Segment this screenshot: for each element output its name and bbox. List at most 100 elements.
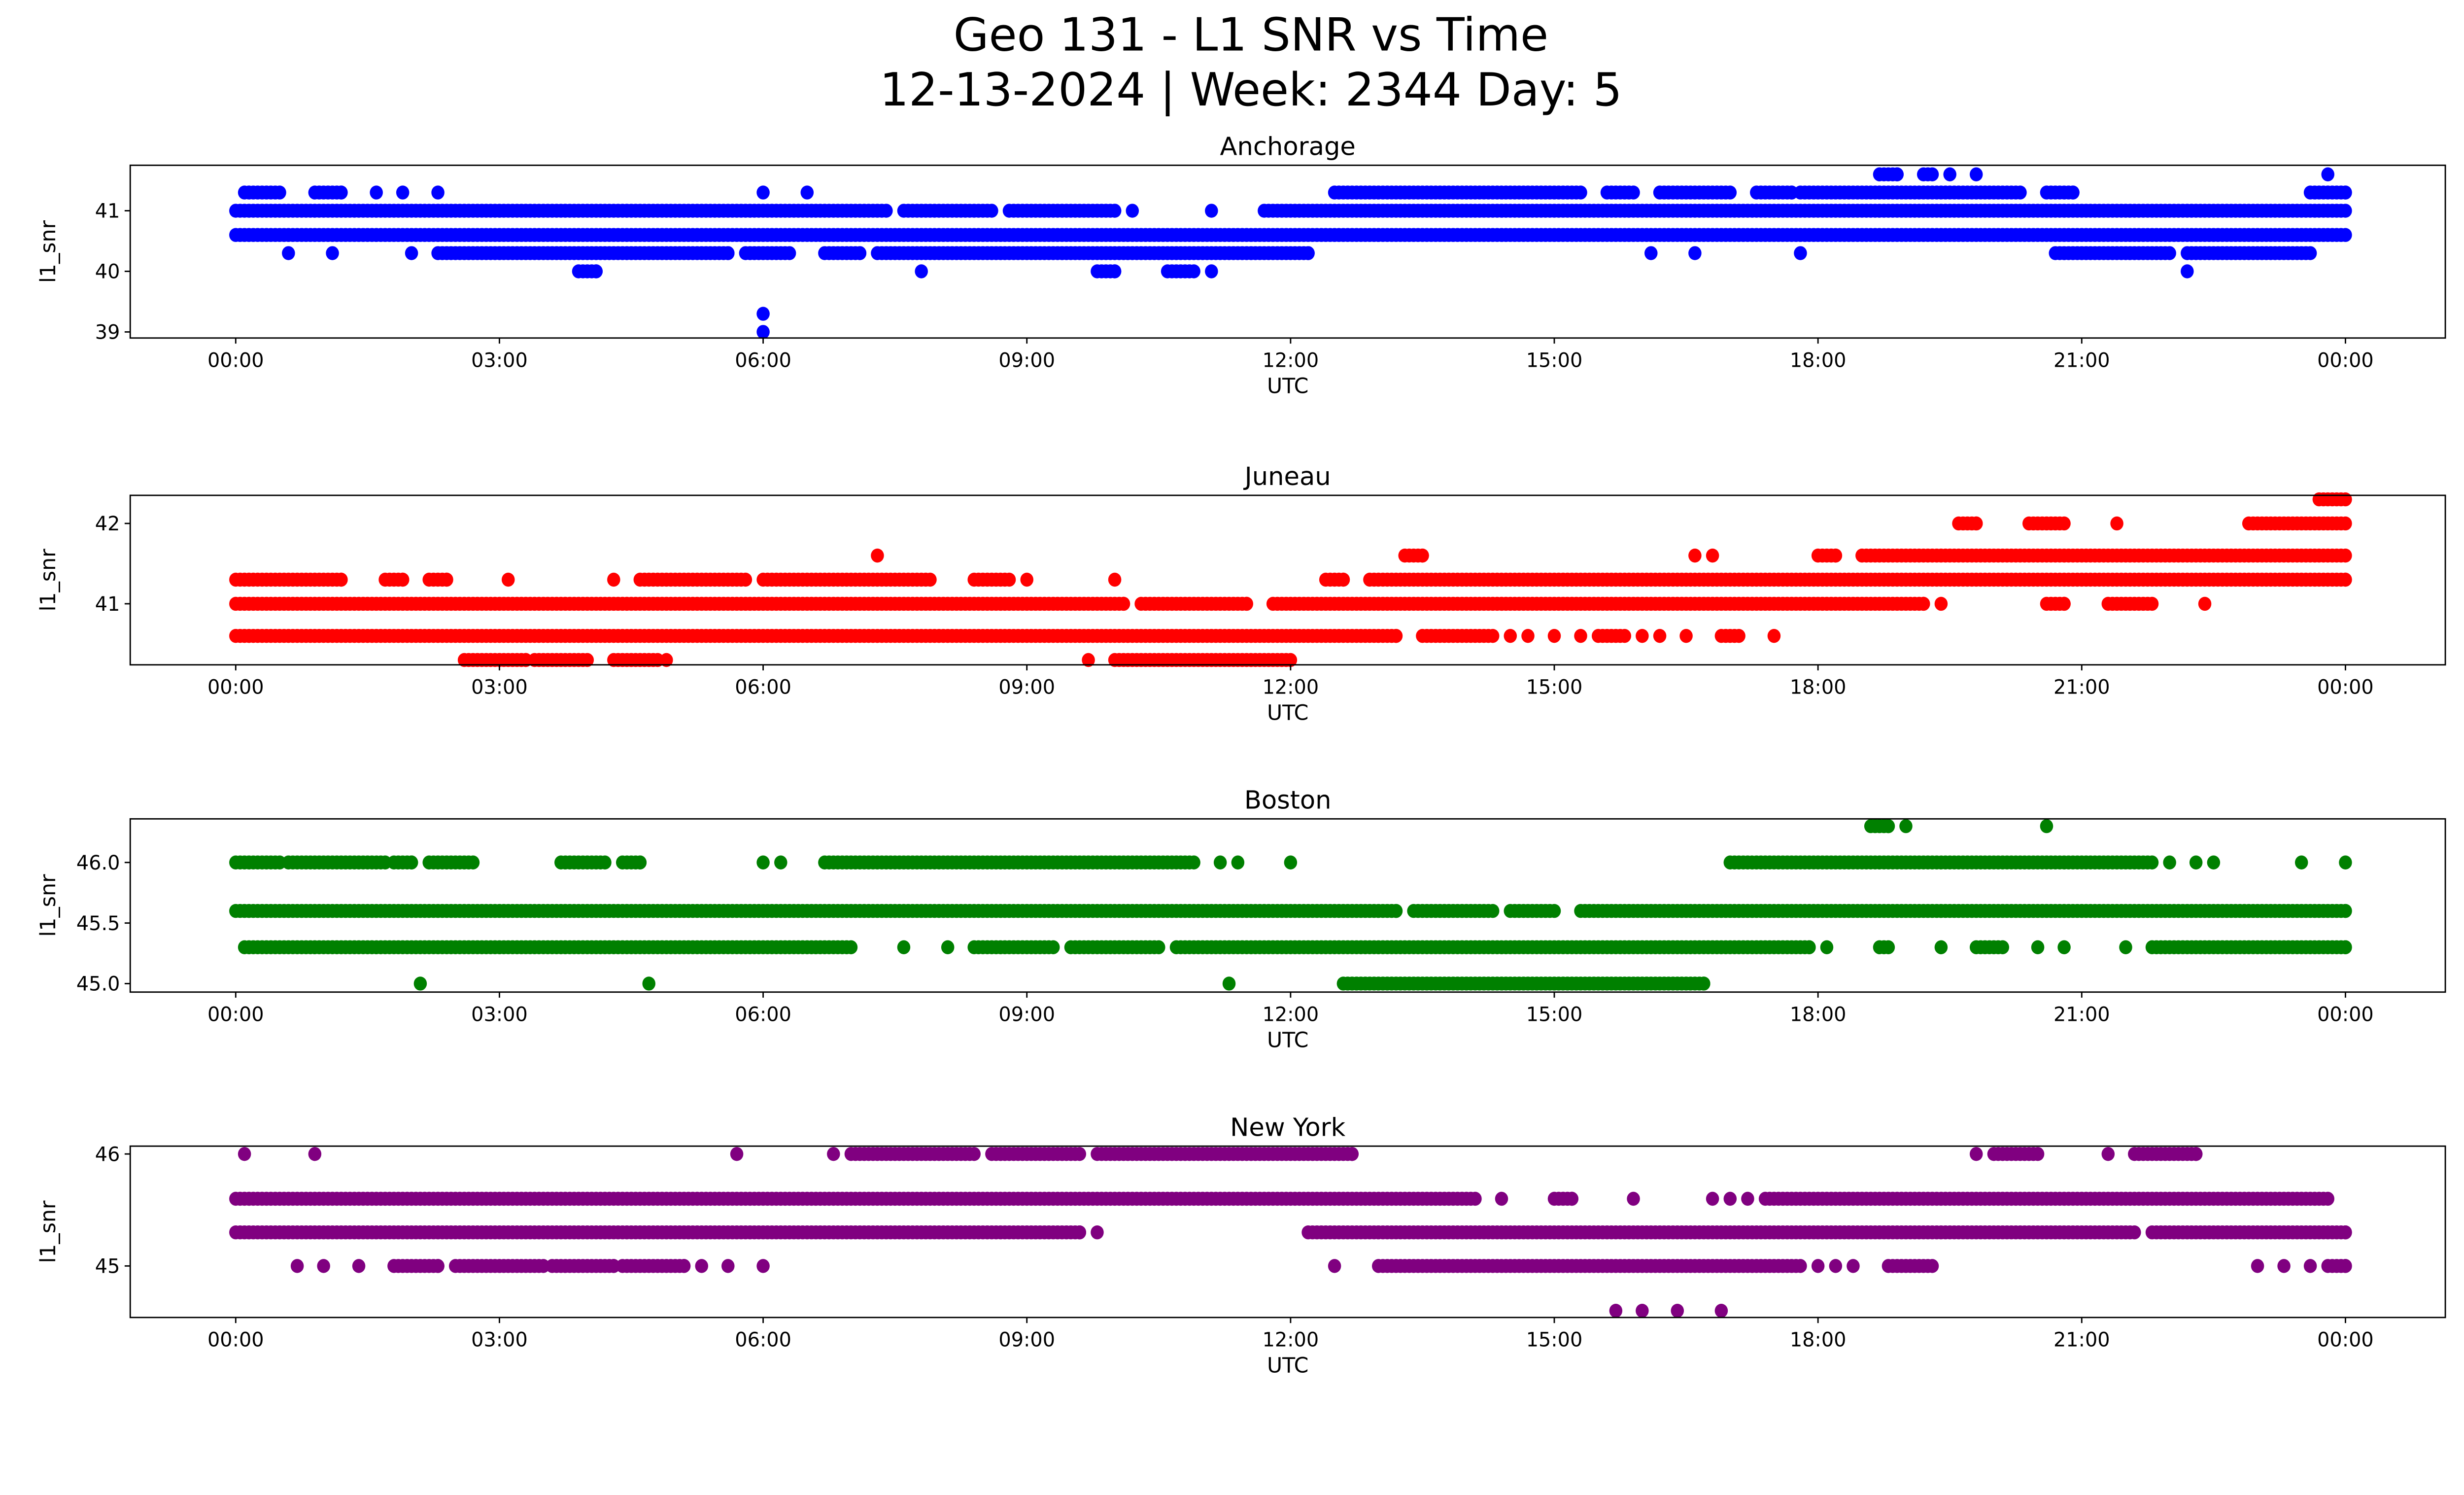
x-tick-label: 18:00 bbox=[1790, 676, 1847, 698]
data-point bbox=[405, 855, 418, 869]
x-axis-label: UTC bbox=[1267, 374, 1308, 398]
data-point bbox=[607, 572, 620, 587]
data-point bbox=[2040, 819, 2053, 834]
data-point bbox=[1688, 246, 1702, 260]
data-point bbox=[2339, 204, 2352, 218]
data-point bbox=[985, 204, 998, 218]
data-point bbox=[2066, 185, 2080, 200]
scatter-series bbox=[229, 492, 2352, 667]
x-tick-label: 15:00 bbox=[1526, 676, 1583, 698]
x-tick-label: 00:00 bbox=[207, 349, 264, 372]
data-point bbox=[2339, 904, 2352, 918]
x-tick-label: 15:00 bbox=[1526, 349, 1583, 372]
data-point bbox=[915, 264, 928, 278]
x-tick-label: 21:00 bbox=[2053, 1003, 2110, 1026]
data-point bbox=[581, 653, 594, 667]
scatter-series bbox=[229, 167, 2352, 339]
data-point bbox=[1943, 167, 1956, 181]
data-point bbox=[1284, 653, 1298, 667]
data-point bbox=[2198, 596, 2212, 611]
data-point bbox=[1046, 940, 1060, 954]
y-tick-label: 42 bbox=[95, 513, 120, 535]
data-point bbox=[721, 246, 735, 260]
data-point bbox=[2181, 264, 2194, 278]
x-tick-label: 21:00 bbox=[2053, 349, 2110, 372]
y-tick-label: 39 bbox=[95, 321, 120, 344]
data-point bbox=[1723, 1191, 1737, 1206]
x-tick-label: 09:00 bbox=[998, 349, 1055, 372]
data-point bbox=[1486, 628, 1500, 643]
data-point bbox=[1187, 855, 1200, 869]
data-point bbox=[2339, 185, 2352, 200]
data-point bbox=[1231, 855, 1245, 869]
data-point bbox=[413, 976, 427, 991]
y-tick-label: 45.0 bbox=[76, 973, 120, 996]
data-point bbox=[880, 204, 893, 218]
data-point bbox=[1627, 185, 1640, 200]
data-point bbox=[501, 572, 515, 587]
figure: Geo 131 - L1 SNR vs Time 12-13-2024 | We… bbox=[35, 8, 2446, 1378]
data-point bbox=[396, 572, 410, 587]
data-point bbox=[1521, 628, 1535, 643]
x-axis-label: UTC bbox=[1267, 1028, 1308, 1052]
x-tick-label: 06:00 bbox=[735, 1003, 791, 1026]
data-point bbox=[1820, 940, 1834, 954]
data-point bbox=[2057, 516, 2071, 531]
data-point bbox=[2303, 246, 2317, 260]
data-point bbox=[396, 185, 410, 200]
data-point bbox=[2145, 596, 2159, 611]
data-point bbox=[308, 1147, 322, 1161]
data-point bbox=[871, 548, 884, 563]
data-point bbox=[1547, 904, 1561, 918]
data-point bbox=[2128, 1225, 2141, 1240]
data-point bbox=[1108, 572, 1122, 587]
data-point bbox=[1996, 940, 2010, 954]
data-point bbox=[466, 855, 480, 869]
x-tick-label: 06:00 bbox=[735, 349, 791, 372]
data-point bbox=[1636, 628, 1649, 643]
data-point bbox=[370, 185, 383, 200]
data-point bbox=[1108, 204, 1122, 218]
x-tick-label: 03:00 bbox=[471, 349, 528, 372]
data-point bbox=[2163, 246, 2176, 260]
data-point bbox=[1732, 628, 1745, 643]
data-point bbox=[1706, 548, 1719, 563]
data-point bbox=[2189, 1147, 2203, 1161]
data-point bbox=[756, 325, 770, 339]
data-point bbox=[1723, 185, 1737, 200]
data-point bbox=[1020, 572, 1033, 587]
data-point bbox=[1565, 1191, 1578, 1206]
data-point bbox=[844, 940, 858, 954]
x-tick-label: 15:00 bbox=[1526, 1003, 1583, 1026]
data-point bbox=[1890, 167, 1904, 181]
data-point bbox=[967, 1147, 981, 1161]
data-point bbox=[1697, 976, 1711, 991]
data-point bbox=[1073, 1147, 1087, 1161]
data-point bbox=[1205, 264, 1218, 278]
x-tick-label: 12:00 bbox=[1263, 676, 1319, 698]
data-point bbox=[1899, 819, 1913, 834]
x-tick-label: 18:00 bbox=[1790, 1003, 1847, 1026]
x-tick-label: 09:00 bbox=[998, 1003, 1055, 1026]
x-tick-label: 00:00 bbox=[2317, 349, 2374, 372]
data-point bbox=[273, 185, 286, 200]
data-point bbox=[405, 246, 418, 260]
data-point bbox=[1117, 596, 1130, 611]
data-point bbox=[1205, 204, 1218, 218]
scatter-series bbox=[229, 819, 2352, 991]
x-tick-label: 06:00 bbox=[735, 676, 791, 698]
data-point bbox=[1934, 596, 1948, 611]
subplot-title: Juneau bbox=[1243, 462, 1331, 491]
data-point bbox=[1284, 855, 1298, 869]
x-tick-label: 09:00 bbox=[998, 676, 1055, 698]
data-point bbox=[1882, 819, 1895, 834]
data-point bbox=[1486, 904, 1500, 918]
data-point bbox=[2339, 228, 2352, 242]
data-point bbox=[1803, 940, 1816, 954]
data-point bbox=[1618, 628, 1632, 643]
data-point bbox=[2207, 855, 2221, 869]
x-tick-label: 03:00 bbox=[471, 1003, 528, 1026]
data-point bbox=[1574, 628, 1587, 643]
